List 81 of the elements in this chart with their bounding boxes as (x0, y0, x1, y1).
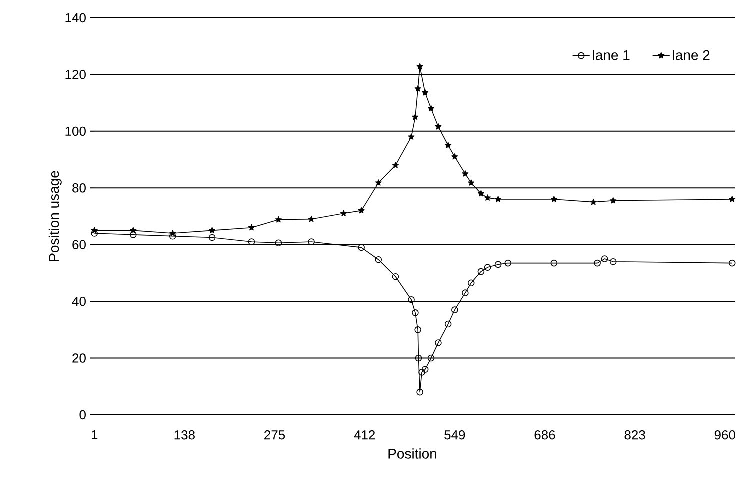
point (130, 227, 137, 234)
y-tick-label: 80 (72, 184, 86, 193)
point (484, 264, 492, 271)
point (594, 260, 601, 267)
y-tick-label: 60 (72, 240, 86, 250)
point (415, 354, 422, 362)
point (729, 196, 736, 202)
point (435, 123, 442, 130)
point (412, 114, 419, 120)
point (308, 216, 315, 222)
point (462, 290, 469, 296)
point (728, 260, 736, 267)
point (414, 85, 422, 92)
point (462, 170, 469, 177)
x-tick-label: 549 (444, 430, 466, 440)
point (209, 227, 216, 234)
y-tick-label: 120 (66, 70, 86, 80)
point (275, 216, 282, 223)
point (452, 154, 458, 160)
point (340, 210, 348, 216)
point (408, 134, 415, 140)
point (416, 388, 424, 396)
x-tick-label: 960 (714, 430, 736, 440)
point (208, 234, 216, 242)
x-tick-label: 1 (92, 430, 98, 440)
point (495, 196, 502, 202)
x-tick-label: 686 (534, 430, 556, 440)
point (275, 240, 282, 247)
y-tick-label: 20 (72, 354, 86, 363)
point (422, 89, 429, 96)
point (468, 280, 475, 287)
point (91, 227, 98, 234)
point (468, 180, 475, 186)
point (590, 198, 597, 206)
y-tick-label: 140 (66, 13, 86, 23)
x-tick-label: 138 (174, 430, 195, 440)
y-axis-title: Position usage (48, 171, 62, 262)
point (248, 224, 255, 231)
point (418, 369, 426, 376)
legend-label: lane 2 (673, 50, 710, 60)
y-tick-label: 0 (80, 410, 86, 420)
point (478, 190, 484, 197)
point (601, 256, 608, 262)
point (428, 354, 435, 362)
point (414, 326, 422, 334)
x-axis-title: Position (388, 448, 436, 459)
point (452, 306, 458, 314)
point (416, 63, 424, 70)
point (504, 260, 512, 267)
point (412, 310, 419, 316)
point (308, 238, 315, 246)
point (392, 274, 400, 280)
point (170, 230, 176, 236)
point (428, 105, 434, 112)
x-tick-label: 823 (624, 430, 646, 440)
point (248, 238, 256, 246)
point (484, 194, 492, 201)
point (375, 256, 382, 264)
point (358, 207, 365, 214)
point (375, 180, 382, 186)
point (358, 244, 365, 252)
point (494, 261, 502, 268)
y-tick-label: 100 (66, 126, 86, 136)
point (610, 198, 617, 204)
point (435, 340, 442, 346)
point (478, 268, 485, 276)
point (392, 162, 399, 168)
x-tick-label: 412 (354, 430, 376, 440)
point (408, 296, 415, 304)
point (445, 142, 452, 148)
point (422, 366, 429, 374)
point (550, 196, 558, 202)
x-tick-label: 275 (264, 430, 286, 440)
point (130, 232, 137, 238)
point (444, 320, 452, 328)
point (91, 230, 98, 237)
point (169, 232, 176, 240)
y-tick-label: 40 (72, 296, 86, 306)
point (610, 258, 617, 266)
point (550, 260, 558, 267)
legend-label: lane 1 (593, 50, 630, 60)
